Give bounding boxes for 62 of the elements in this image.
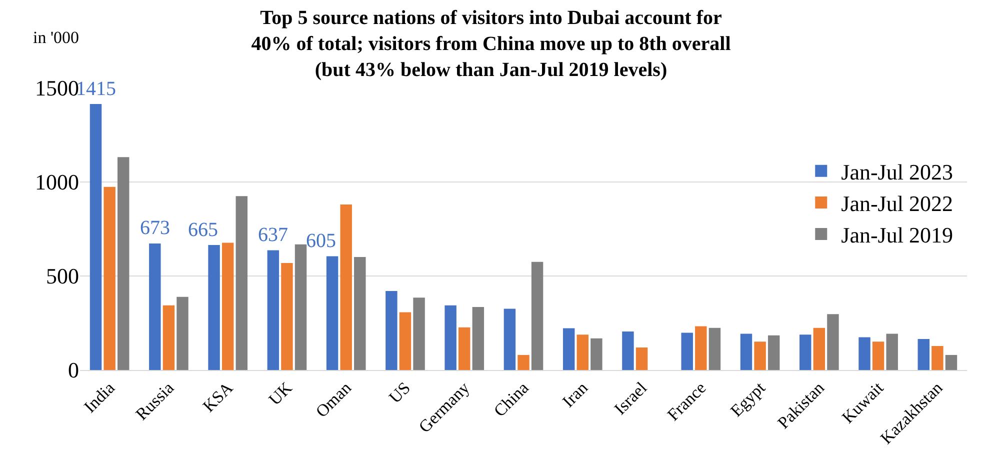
data-label: 665: [188, 219, 218, 241]
bar: [444, 305, 456, 370]
chart-title: Top 5 source nations of visitors into Dubai account for 40% of total; visitors from China move up to 8th overall (but 43% below than Jan-Jul 2019 levels): [251, 6, 732, 81]
bar: [386, 291, 398, 370]
x-tick-label: KSA: [199, 378, 238, 416]
bar: [208, 244, 220, 370]
bar: [413, 298, 425, 370]
bar: [162, 305, 175, 370]
bar: [681, 332, 693, 370]
bar: [458, 327, 470, 370]
bar: [827, 314, 839, 370]
bar: [294, 244, 307, 370]
x-tick-label: US: [385, 378, 414, 408]
x-tick-label: Iran: [558, 378, 592, 412]
bar: [326, 256, 338, 370]
bar: [340, 204, 352, 370]
bar: [768, 335, 780, 370]
data-label: 605: [306, 230, 336, 252]
data-label: 637: [258, 224, 288, 246]
legend-label: Jan-Jul 2022: [841, 191, 953, 216]
bar: [858, 337, 870, 370]
bar: [518, 354, 530, 370]
bar: [708, 328, 721, 370]
bar: [800, 334, 812, 370]
bar: [354, 257, 366, 370]
bar: [872, 342, 884, 370]
bar: [754, 342, 766, 370]
bar: [590, 338, 602, 370]
bar: [531, 262, 544, 370]
bar: [118, 157, 130, 370]
bar: [622, 331, 634, 370]
bar: [576, 334, 588, 370]
legend-label: Jan-Jul 2019: [841, 222, 953, 248]
y-tick-label: 1500: [35, 76, 79, 101]
bar: [222, 242, 234, 370]
bar: [813, 328, 826, 370]
bar: [932, 346, 944, 370]
data-label: 673: [140, 217, 170, 239]
legend-label: Jan-Jul 2023: [841, 159, 953, 184]
bar: [267, 250, 280, 370]
bar: [918, 338, 930, 370]
bar: [399, 312, 412, 370]
bar: [636, 347, 648, 370]
y-tick-label: 1000: [35, 170, 79, 195]
bar: [472, 307, 484, 370]
data-label: 1415: [76, 78, 116, 100]
bar: [945, 354, 958, 370]
y-tick-label: 500: [46, 264, 79, 289]
bar: [281, 263, 293, 370]
bar: [740, 334, 752, 370]
y-axis-title: in '000: [33, 28, 80, 47]
bar: [504, 308, 516, 370]
bar: [886, 334, 898, 370]
bar: [562, 328, 575, 370]
y-tick-label: 0: [68, 358, 79, 383]
x-tick-label: UK: [265, 378, 296, 410]
bar: [695, 326, 707, 370]
bar: [104, 186, 116, 370]
bar: [176, 296, 188, 370]
bar: [90, 104, 102, 370]
bar: [149, 243, 161, 370]
bar: [236, 196, 248, 370]
